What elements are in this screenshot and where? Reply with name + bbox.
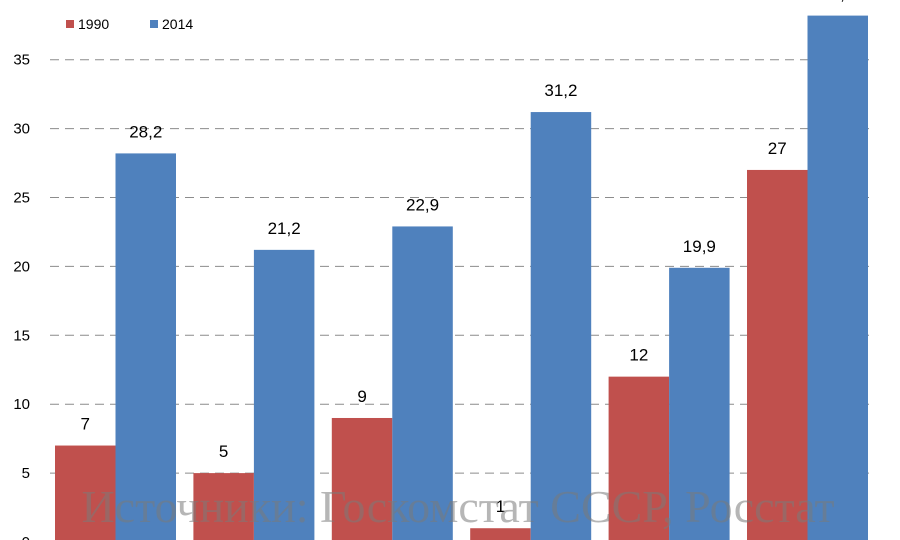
- bar-1990: [608, 376, 670, 540]
- legend-swatch-1990: [66, 20, 74, 28]
- bar-2014: [253, 249, 315, 540]
- source-watermark: Источники: Госкомстат СССР, Росстат: [81, 481, 834, 532]
- y-tick-label: 15: [13, 327, 30, 344]
- data-label: 27: [768, 139, 787, 158]
- data-label: 22,9: [406, 195, 439, 214]
- legend-label-1990: 1990: [78, 16, 109, 32]
- data-label: 21,2: [268, 219, 301, 238]
- data-labels: 7 28,2 5 21,2 9 22,9 1 31,2 12 19,9 27 38,2: [81, 0, 855, 516]
- y-tick-label: 5: [22, 465, 30, 482]
- plot-area: [50, 0, 875, 540]
- bar-1990: [747, 169, 808, 540]
- y-tick-label: 25: [13, 190, 30, 207]
- y-tick-label: 30: [13, 121, 30, 138]
- y-tick-label: 10: [13, 396, 30, 413]
- bars: [55, 15, 868, 540]
- bar-2014: [669, 267, 730, 540]
- data-label: 31,2: [544, 81, 577, 100]
- bar-1990: [193, 473, 254, 540]
- bar-2014: [115, 153, 176, 540]
- bar-1990: [55, 445, 116, 540]
- y-tick-label: 0: [22, 534, 30, 540]
- data-label: 7: [81, 415, 90, 434]
- y-axis-ticks: 0 5 10 15 20 25 30 35: [13, 52, 30, 540]
- data-label: 38,2: [821, 0, 854, 4]
- data-label: 12: [629, 346, 648, 365]
- data-label: 1: [496, 497, 505, 516]
- bar-1990: [331, 417, 393, 540]
- data-label: 19,9: [683, 237, 716, 256]
- right-margin: [875, 0, 900, 540]
- bar-2014: [530, 112, 592, 540]
- legend: 1990 2014: [66, 16, 193, 32]
- y-tick-label: 20: [13, 258, 30, 275]
- data-label: 28,2: [129, 122, 162, 141]
- bar-2014: [807, 15, 868, 540]
- bar-2014: [392, 226, 453, 540]
- data-label: 9: [357, 387, 366, 406]
- bar-1990: [470, 528, 531, 540]
- y-tick-label: 35: [13, 52, 30, 69]
- data-label: 5: [219, 442, 228, 461]
- legend-swatch-2014: [150, 20, 158, 28]
- grid-lines: [50, 59, 875, 474]
- legend-label-2014: 2014: [162, 16, 193, 32]
